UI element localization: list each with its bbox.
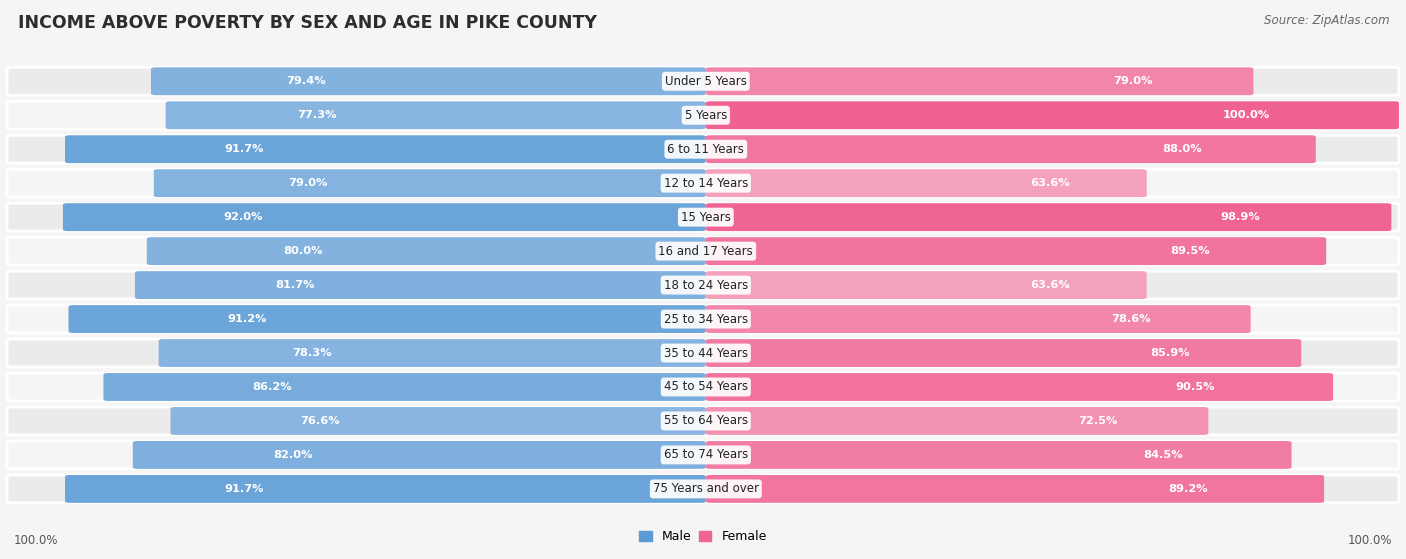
FancyBboxPatch shape: [65, 475, 706, 503]
FancyBboxPatch shape: [706, 135, 1316, 163]
Text: 100.0%: 100.0%: [14, 534, 59, 547]
Text: 78.3%: 78.3%: [292, 348, 332, 358]
FancyBboxPatch shape: [7, 441, 706, 469]
FancyBboxPatch shape: [166, 101, 706, 129]
Text: 89.5%: 89.5%: [1170, 246, 1209, 256]
Text: 78.6%: 78.6%: [1111, 314, 1150, 324]
Text: 5 Years: 5 Years: [685, 109, 727, 122]
Text: INCOME ABOVE POVERTY BY SEX AND AGE IN PIKE COUNTY: INCOME ABOVE POVERTY BY SEX AND AGE IN P…: [18, 14, 598, 32]
Text: 72.5%: 72.5%: [1078, 416, 1118, 426]
Legend: Male, Female: Male, Female: [634, 525, 772, 548]
FancyBboxPatch shape: [7, 407, 706, 435]
FancyBboxPatch shape: [7, 373, 706, 401]
FancyBboxPatch shape: [135, 271, 706, 299]
Text: 79.0%: 79.0%: [1114, 76, 1153, 86]
FancyBboxPatch shape: [706, 135, 1399, 163]
Text: 12 to 14 Years: 12 to 14 Years: [664, 177, 748, 190]
FancyBboxPatch shape: [706, 441, 1292, 469]
FancyBboxPatch shape: [7, 203, 706, 231]
Text: 63.6%: 63.6%: [1029, 178, 1070, 188]
FancyBboxPatch shape: [706, 237, 1399, 265]
FancyBboxPatch shape: [104, 373, 706, 401]
FancyBboxPatch shape: [706, 203, 1399, 231]
FancyBboxPatch shape: [69, 305, 706, 333]
Text: 100.0%: 100.0%: [1223, 110, 1270, 120]
Text: 90.5%: 90.5%: [1175, 382, 1215, 392]
FancyBboxPatch shape: [65, 135, 706, 163]
FancyBboxPatch shape: [706, 407, 1208, 435]
Text: 16 and 17 Years: 16 and 17 Years: [658, 245, 754, 258]
Text: 82.0%: 82.0%: [274, 450, 314, 460]
Text: 89.2%: 89.2%: [1168, 484, 1208, 494]
Text: 75 Years and over: 75 Years and over: [652, 482, 759, 495]
FancyBboxPatch shape: [706, 67, 1399, 95]
Text: 6 to 11 Years: 6 to 11 Years: [668, 143, 744, 156]
FancyBboxPatch shape: [706, 373, 1399, 401]
FancyBboxPatch shape: [7, 67, 706, 95]
Text: 84.5%: 84.5%: [1143, 450, 1182, 460]
FancyBboxPatch shape: [150, 67, 706, 95]
FancyBboxPatch shape: [706, 271, 1399, 299]
FancyBboxPatch shape: [706, 237, 1326, 265]
Text: 25 to 34 Years: 25 to 34 Years: [664, 312, 748, 325]
FancyBboxPatch shape: [159, 339, 706, 367]
FancyBboxPatch shape: [706, 169, 1399, 197]
FancyBboxPatch shape: [706, 373, 1333, 401]
FancyBboxPatch shape: [706, 305, 1250, 333]
FancyBboxPatch shape: [146, 237, 706, 265]
Text: 91.7%: 91.7%: [225, 144, 264, 154]
Text: 35 to 44 Years: 35 to 44 Years: [664, 347, 748, 359]
FancyBboxPatch shape: [706, 101, 1399, 129]
FancyBboxPatch shape: [706, 407, 1399, 435]
Text: 65 to 74 Years: 65 to 74 Years: [664, 448, 748, 461]
FancyBboxPatch shape: [706, 203, 1392, 231]
Text: 81.7%: 81.7%: [276, 280, 315, 290]
FancyBboxPatch shape: [7, 237, 706, 265]
Text: 86.2%: 86.2%: [252, 382, 292, 392]
Text: 79.4%: 79.4%: [287, 76, 326, 86]
FancyBboxPatch shape: [706, 169, 1147, 197]
Text: 76.6%: 76.6%: [301, 416, 340, 426]
FancyBboxPatch shape: [706, 67, 1253, 95]
FancyBboxPatch shape: [132, 441, 706, 469]
Text: Under 5 Years: Under 5 Years: [665, 75, 747, 88]
Text: 55 to 64 Years: 55 to 64 Years: [664, 414, 748, 428]
FancyBboxPatch shape: [7, 305, 706, 333]
Text: 92.0%: 92.0%: [224, 212, 263, 222]
FancyBboxPatch shape: [63, 203, 706, 231]
FancyBboxPatch shape: [706, 271, 1147, 299]
Text: 77.3%: 77.3%: [297, 110, 336, 120]
FancyBboxPatch shape: [706, 475, 1399, 503]
Text: 80.0%: 80.0%: [284, 246, 323, 256]
Text: 18 to 24 Years: 18 to 24 Years: [664, 278, 748, 292]
Text: 98.9%: 98.9%: [1220, 212, 1260, 222]
Text: 100.0%: 100.0%: [1347, 534, 1392, 547]
FancyBboxPatch shape: [706, 475, 1324, 503]
FancyBboxPatch shape: [706, 101, 1399, 129]
FancyBboxPatch shape: [7, 339, 706, 367]
FancyBboxPatch shape: [170, 407, 706, 435]
FancyBboxPatch shape: [7, 135, 706, 163]
FancyBboxPatch shape: [706, 441, 1399, 469]
Text: 79.0%: 79.0%: [288, 178, 328, 188]
FancyBboxPatch shape: [153, 169, 706, 197]
FancyBboxPatch shape: [706, 339, 1301, 367]
FancyBboxPatch shape: [7, 271, 706, 299]
FancyBboxPatch shape: [706, 305, 1399, 333]
Text: 45 to 54 Years: 45 to 54 Years: [664, 381, 748, 394]
Text: 88.0%: 88.0%: [1161, 144, 1201, 154]
FancyBboxPatch shape: [7, 101, 706, 129]
Text: 15 Years: 15 Years: [681, 211, 731, 224]
Text: 91.2%: 91.2%: [228, 314, 267, 324]
Text: Source: ZipAtlas.com: Source: ZipAtlas.com: [1264, 14, 1389, 27]
FancyBboxPatch shape: [7, 475, 706, 503]
FancyBboxPatch shape: [7, 169, 706, 197]
Text: 85.9%: 85.9%: [1150, 348, 1189, 358]
Text: 91.7%: 91.7%: [225, 484, 264, 494]
Text: 63.6%: 63.6%: [1029, 280, 1070, 290]
FancyBboxPatch shape: [706, 339, 1399, 367]
